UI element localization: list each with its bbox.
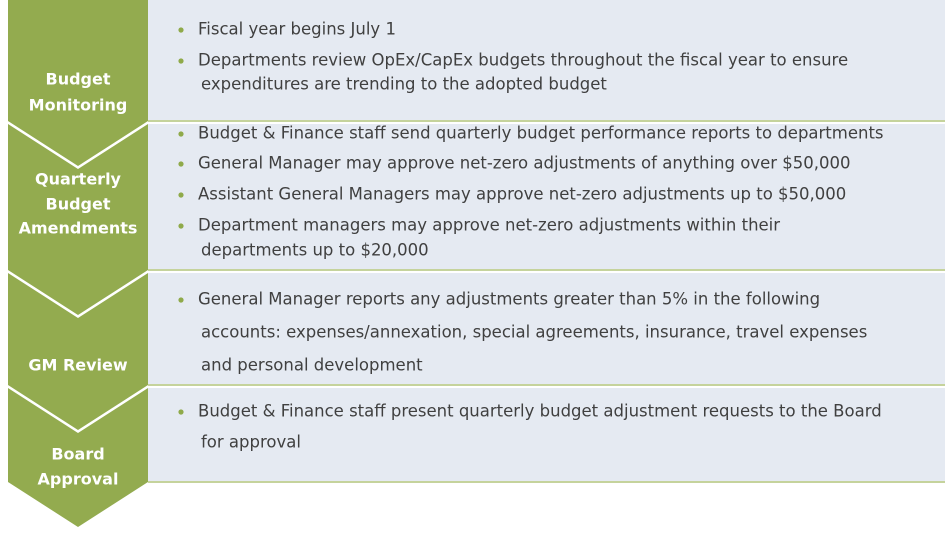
stage-label: Budget (46, 70, 111, 89)
chevron (8, 273, 148, 430)
bullet-text: expenditures are trending to the adopted… (201, 75, 607, 94)
stage-label: Board (51, 445, 104, 464)
panel (148, 273, 945, 385)
bullet-dot (178, 192, 184, 198)
stage-label: Monitoring (29, 96, 128, 115)
chevron (8, 124, 148, 315)
bullet-text: Departments review OpEx/CapEx budgets th… (198, 51, 848, 70)
bullet-text: Budget & Finance staff send quarterly bu… (198, 124, 884, 143)
stage-label: Budget (46, 195, 111, 214)
panel (148, 0, 945, 121)
stage-label: Amendments (19, 219, 138, 238)
bullet-dot (178, 409, 184, 415)
stage-label: GM Review (28, 356, 128, 375)
stage-label: Approval (38, 470, 119, 489)
bullet-dot (178, 131, 184, 137)
bullet-text: for approval (201, 433, 301, 452)
bullet-text: Department managers may approve net-zero… (198, 216, 780, 235)
bullet-text: Fiscal year begins July 1 (198, 20, 396, 39)
bullet-dot (178, 27, 184, 33)
bullet-text: General Manager may approve net-zero adj… (198, 154, 851, 173)
bullet-text: Budget & Finance staff present quarterly… (198, 402, 882, 421)
chevron (8, 388, 148, 527)
bullet-text: General Manager reports any adjustments … (198, 290, 820, 309)
bullet-dot (178, 161, 184, 167)
bullet-text: and personal development (201, 356, 423, 375)
bullet-dot (178, 223, 184, 229)
bullet-text: departments up to $20,000 (201, 241, 429, 260)
panel (148, 124, 945, 270)
panel (148, 388, 945, 482)
bullet-text: Assistant General Managers may approve n… (198, 185, 846, 204)
stage-label: Quarterly (35, 170, 122, 189)
chevron (8, 0, 148, 166)
bullet-dot (178, 58, 184, 64)
bullet-text: accounts: expenses/annexation, special a… (201, 323, 867, 342)
bullet-dot (178, 297, 184, 303)
